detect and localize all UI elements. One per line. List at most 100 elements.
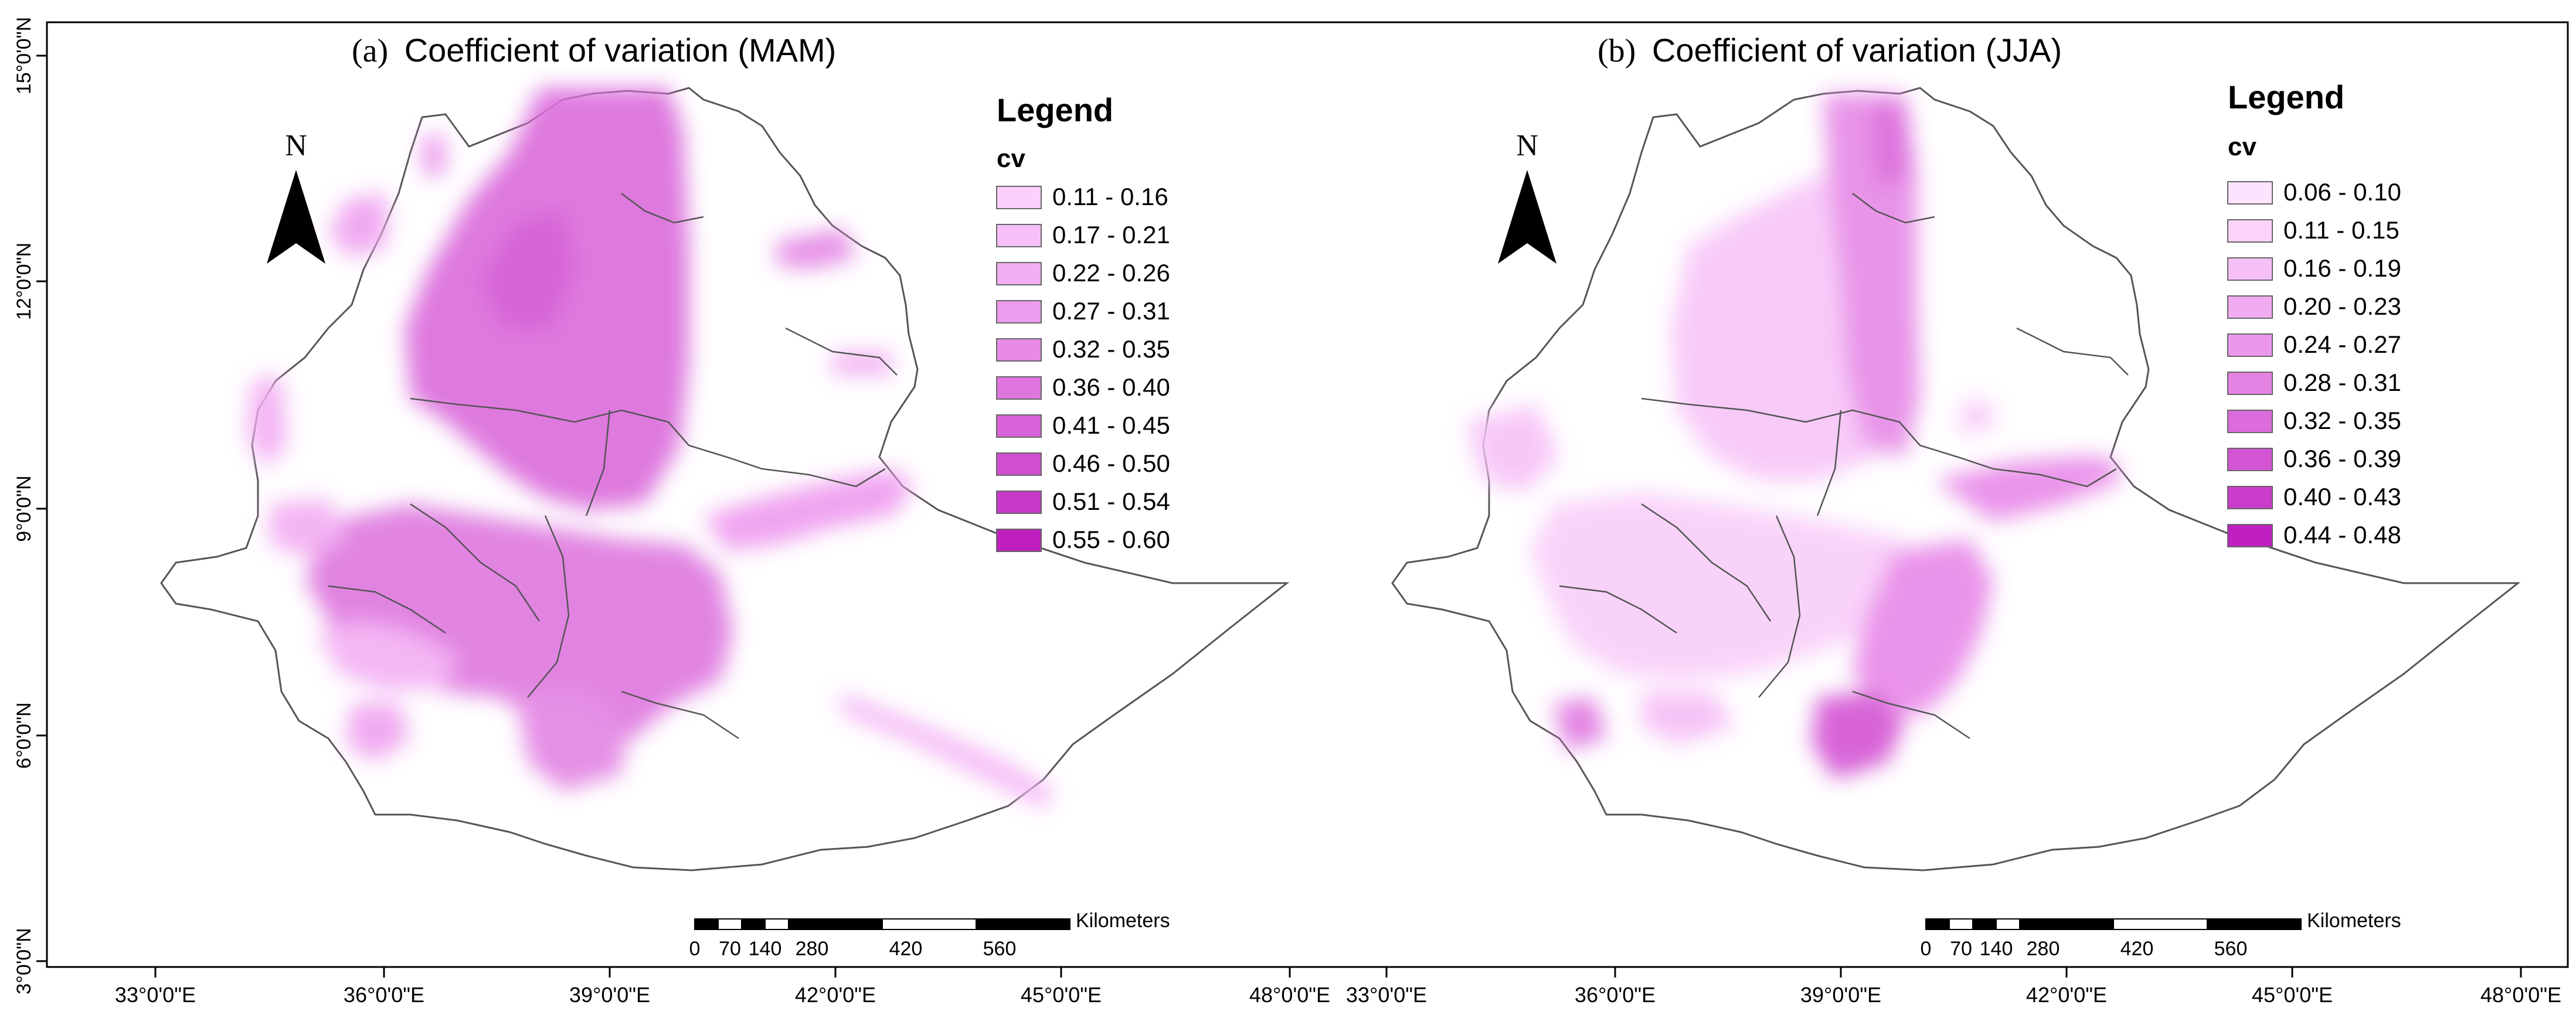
scale-bar-b-segment-4 — [2019, 918, 2114, 930]
legend-a-label-2: 0.22 - 0.26 — [1052, 259, 1170, 287]
cv-raster-a — [246, 88, 1055, 809]
scale-bar-a-tick-2: 140 — [749, 938, 782, 960]
north-arrow-b: N — [1498, 129, 1557, 264]
legend-b-subtitle: cv — [2228, 132, 2256, 161]
legend-a-swatch-4 — [996, 338, 1042, 362]
legend-a-swatch-8 — [996, 491, 1042, 514]
north-arrow-label-a: N — [285, 129, 307, 162]
lat-tick-label-3: 6°0'0"N — [13, 702, 35, 768]
panel-b-title: (b) Coefficient of variation (JJA) — [1598, 32, 2062, 69]
legend-a-label-9: 0.55 - 0.60 — [1052, 526, 1170, 553]
legend-b-swatch-4 — [2227, 333, 2273, 357]
admin-boundaries-b — [1559, 193, 2129, 740]
legend-b-label-6: 0.32 - 0.35 — [2283, 407, 2401, 434]
legend-b-label-3: 0.20 - 0.23 — [2283, 292, 2401, 320]
scale-bar-a-tick-1: 70 — [719, 938, 741, 960]
longitude-axis-a: 33°0'0"E 36°0'0"E 39°0'0"E 42°0'0"E 45°0'0"E… — [115, 967, 1330, 1007]
lon-a-tick-label-0: 33°0'0"E — [115, 983, 196, 1007]
legend-a-swatch-3 — [996, 300, 1042, 323]
lon-b-tick-label-0: 33°0'0"E — [1346, 983, 1427, 1007]
scale-bar-a-tick-3: 280 — [796, 938, 829, 960]
scale-bar-a-unit: Kilometers — [1076, 910, 1170, 932]
scale-bar-a-segment-1 — [718, 918, 742, 930]
legend-a-label-0: 0.11 - 0.16 — [1052, 183, 1168, 210]
lat-tick-label-2: 9°0'0"N — [13, 475, 35, 542]
legend-b: Legend cv 0.06 - 0.10 0.11 - 0.15 0.16 - 0… — [2227, 79, 2401, 549]
scale-bar-b-segment-2 — [1972, 918, 1997, 930]
legend-a-swatch-2 — [996, 262, 1042, 285]
scale-bar-b-segment-5 — [2113, 918, 2208, 930]
scale-bar-b-tick-2: 140 — [1980, 938, 2013, 960]
legend-b-swatch-8 — [2227, 486, 2273, 509]
legend-b-label-4: 0.24 - 0.27 — [2283, 331, 2401, 358]
lon-a-tick-label-4: 45°0'0"E — [1021, 983, 1102, 1007]
scale-bar-a-segment-2 — [741, 918, 766, 930]
lat-tick-label-1: 12°0'0"N — [13, 243, 35, 320]
lon-a-tick-label-1: 36°0'0"E — [344, 983, 424, 1007]
legend-a-swatch-6 — [996, 414, 1042, 438]
panel-a-title-prefix: (a) — [352, 33, 388, 69]
lon-b-tick-label-1: 36°0'0"E — [1575, 983, 1656, 1007]
legend-a-swatch-9 — [996, 529, 1042, 552]
admin-boundaries-a — [328, 193, 898, 740]
scale-bar-b-tick-4: 420 — [2120, 938, 2154, 960]
legend-b-swatch-7 — [2227, 448, 2273, 471]
legend-b-swatch-1 — [2227, 219, 2273, 243]
legend-a-items: 0.11 - 0.16 0.17 - 0.21 0.22 - 0.26 0.27 - … — [996, 183, 1170, 553]
legend-a: Legend cv 0.11 - 0.16 0.17 - 0.21 0.22 - 0… — [996, 91, 1170, 553]
legend-b-label-5: 0.28 - 0.31 — [2283, 369, 2401, 396]
lon-b-tick-label-4: 45°0'0"E — [2252, 983, 2333, 1007]
scale-bar-b-tick-1: 70 — [1950, 938, 1972, 960]
lat-tick-label-0: 15°0'0"N — [13, 17, 35, 94]
legend-b-items: 0.06 - 0.10 0.11 - 0.15 0.16 - 0.19 0.20 - … — [2227, 178, 2401, 549]
legend-a-label-5: 0.36 - 0.40 — [1052, 373, 1170, 401]
scale-bar-b-segment-1 — [1949, 918, 1973, 930]
legend-b-title: Legend — [2228, 79, 2344, 115]
north-arrow-label-b: N — [1516, 129, 1538, 162]
panel-b-title-text: Coefficient of variation (JJA) — [1652, 32, 2062, 69]
legend-a-label-6: 0.41 - 0.45 — [1052, 411, 1170, 439]
legend-a-label-3: 0.27 - 0.31 — [1052, 297, 1170, 325]
scale-bar-a-tick-0: 0 — [689, 938, 701, 960]
panel-a-title-text: Coefficient of variation (MAM) — [405, 32, 837, 69]
legend-b-label-1: 0.11 - 0.15 — [2283, 216, 2400, 244]
legend-a-subtitle: cv — [997, 144, 1025, 173]
scale-bar-a: 0 70 140 280 420 560 Kilometers — [689, 910, 1170, 960]
panel-b-map: N (b) Coefficient of variation (JJA) Leg… — [1391, 32, 2521, 960]
legend-a-swatch-5 — [996, 376, 1042, 400]
legend-a-label-8: 0.51 - 0.54 — [1052, 488, 1170, 515]
legend-a-swatch-0 — [996, 186, 1042, 209]
legend-a-label-4: 0.32 - 0.35 — [1052, 335, 1170, 363]
lon-b-tick-label-5: 48°0'0"E — [2480, 983, 2561, 1007]
panel-a-map: N (a) Coefficient of variation (MAM) Leg… — [160, 32, 1290, 960]
longitude-axis-b: 33°0'0"E 36°0'0"E 39°0'0"E 42°0'0"E 45°0'0"E… — [1346, 967, 2561, 1007]
legend-b-swatch-5 — [2227, 372, 2273, 395]
legend-b-label-8: 0.40 - 0.43 — [2283, 483, 2401, 510]
legend-a-swatch-7 — [996, 452, 1042, 476]
map-frame — [46, 21, 2569, 968]
lon-a-tick-label-3: 42°0'0"E — [795, 983, 876, 1007]
legend-a-swatch-1 — [996, 224, 1042, 247]
scale-bar-a-segment-5 — [882, 918, 977, 930]
scale-bar-b-tick-5: 560 — [2214, 938, 2248, 960]
panel-b-title-prefix: (b) — [1598, 33, 1636, 69]
lon-b-tick-label-2: 39°0'0"E — [1800, 983, 1881, 1007]
north-arrow-a: N — [267, 129, 325, 264]
scale-bar-b-tick-3: 280 — [2027, 938, 2060, 960]
legend-b-swatch-3 — [2227, 295, 2273, 319]
cv-raster-b — [1466, 94, 2122, 779]
latitude-axis: 15°0'0"N 12°0'0"N 9°0'0"N 6°0'0"N 3°0'0"N — [13, 17, 47, 995]
panel-a-title: (a) Coefficient of variation (MAM) — [352, 32, 836, 69]
lat-tick-label-4: 3°0'0"N — [13, 928, 35, 994]
legend-a-title: Legend — [997, 91, 1113, 128]
lon-b-tick-label-3: 42°0'0"E — [2026, 983, 2107, 1007]
legend-a-label-1: 0.17 - 0.21 — [1052, 221, 1170, 248]
lon-a-tick-label-5: 48°0'0"E — [1249, 983, 1330, 1007]
scale-bar-a-tick-4: 420 — [889, 938, 923, 960]
legend-b-label-0: 0.06 - 0.10 — [2283, 178, 2401, 206]
legend-b-swatch-9 — [2227, 524, 2273, 547]
legend-b-label-2: 0.16 - 0.19 — [2283, 254, 2401, 282]
scale-bar-a-tick-5: 560 — [983, 938, 1017, 960]
lon-a-tick-label-2: 39°0'0"E — [569, 983, 650, 1007]
scale-bar-a-segment-0 — [694, 918, 719, 930]
